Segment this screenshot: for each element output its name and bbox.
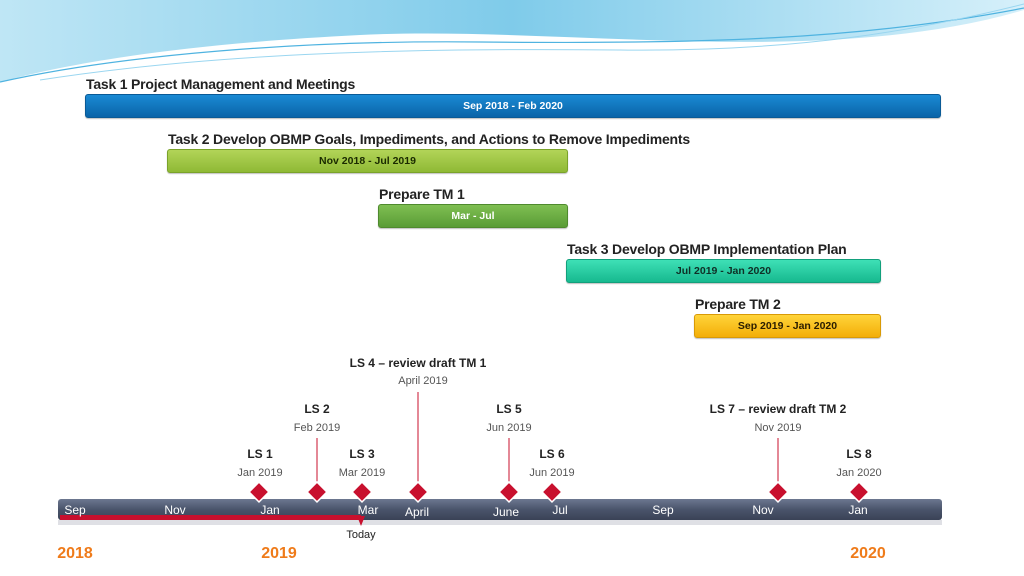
timeline-month-sep-2019: Sep	[652, 503, 674, 517]
milestone-ls8-title: LS 8	[846, 447, 872, 461]
task-tm1-range: Mar - Jul	[451, 210, 495, 222]
timeline-month-nov-2018: Nov	[164, 503, 186, 517]
milestone-ls1-diamond[interactable]	[248, 481, 270, 503]
milestone-ls7-diamond[interactable]	[767, 481, 789, 503]
timeline-month-jul-2019: Jul	[552, 503, 568, 517]
task-tm1-bar[interactable]: Mar - Jul	[378, 204, 568, 228]
timeline-month-nov-2019: Nov	[752, 503, 774, 517]
timeline-month-sep-2018: Sep	[64, 503, 86, 517]
milestone-ls8-diamond[interactable]	[848, 481, 870, 503]
milestone-ls1-date: Jan 2019	[237, 467, 283, 479]
task-2-range: Nov 2018 - Jul 2019	[319, 155, 416, 167]
task-tm2-range: Sep 2019 - Jan 2020	[737, 320, 838, 332]
today-marker-icon	[357, 516, 365, 526]
timeline-bar-reflection	[58, 520, 942, 525]
milestone-ls2-date: Feb 2019	[293, 422, 341, 434]
task-3-bar[interactable]: Jul 2019 - Jan 2020	[566, 259, 881, 283]
timeline-month-april-2019: April	[404, 505, 430, 519]
task-tm1-title: Prepare TM 1	[379, 186, 465, 202]
milestone-ls7-date: Nov 2019	[754, 422, 802, 434]
task-2-title: Task 2 Develop OBMP Goals, Impediments, …	[168, 131, 690, 147]
task-1-range: Sep 2018 - Feb 2020	[463, 100, 563, 112]
milestone-ls2-diamond[interactable]	[306, 481, 328, 503]
milestone-ls3-date: Mar 2019	[338, 467, 386, 479]
task-1-bar[interactable]: Sep 2018 - Feb 2020	[85, 94, 941, 118]
milestone-ls3-title: LS 3	[349, 447, 375, 461]
milestone-ls7-title: LS 7 – review draft TM 2	[709, 402, 847, 416]
milestone-ls4-title: LS 4 – review draft TM 1	[349, 356, 487, 370]
task-tm2-title: Prepare TM 2	[695, 296, 781, 312]
milestone-ls8-date: Jan 2020	[836, 467, 882, 479]
milestone-ls6-date: Jun 2019	[529, 467, 575, 479]
timeline-bar	[58, 499, 942, 520]
year-2018-label: 2018	[57, 545, 93, 562]
timeline-month-mar-2019: Mar	[357, 503, 379, 517]
milestone-ls4-date: April 2019	[398, 375, 448, 387]
milestone-ls2-title: LS 2	[304, 402, 330, 416]
task-1-title: Task 1 Project Management and Meetings	[86, 76, 356, 92]
task-2-bar[interactable]: Nov 2018 - Jul 2019	[167, 149, 568, 173]
task-3-range: Jul 2019 - Jan 2020	[675, 265, 772, 277]
milestone-ls5-diamond[interactable]	[498, 481, 520, 503]
milestone-ls5-date: Jun 2019	[486, 422, 532, 434]
milestone-ls4-diamond[interactable]	[407, 481, 429, 503]
timeline-month-june-2019: June	[492, 505, 520, 519]
timeline-month-jan-2020: Jan	[848, 503, 868, 517]
task-3-title: Task 3 Develop OBMP Implementation Plan	[567, 241, 847, 257]
elapsed-progress-bar	[60, 515, 361, 520]
year-2019-label: 2019	[261, 545, 297, 562]
today-label: Today	[346, 529, 376, 541]
year-2020-label: 2020	[850, 545, 886, 562]
milestone-ls5-title: LS 5	[496, 402, 522, 416]
milestone-ls1-title: LS 1	[247, 447, 273, 461]
task-tm2-bar[interactable]: Sep 2019 - Jan 2020	[694, 314, 881, 338]
milestone-ls6-title: LS 6	[539, 447, 565, 461]
header-wave-decoration	[0, 0, 1024, 83]
milestone-ls6-diamond[interactable]	[541, 481, 563, 503]
milestone-ls3-diamond[interactable]	[351, 481, 373, 503]
timeline-month-jan-2019: Jan	[260, 503, 280, 517]
